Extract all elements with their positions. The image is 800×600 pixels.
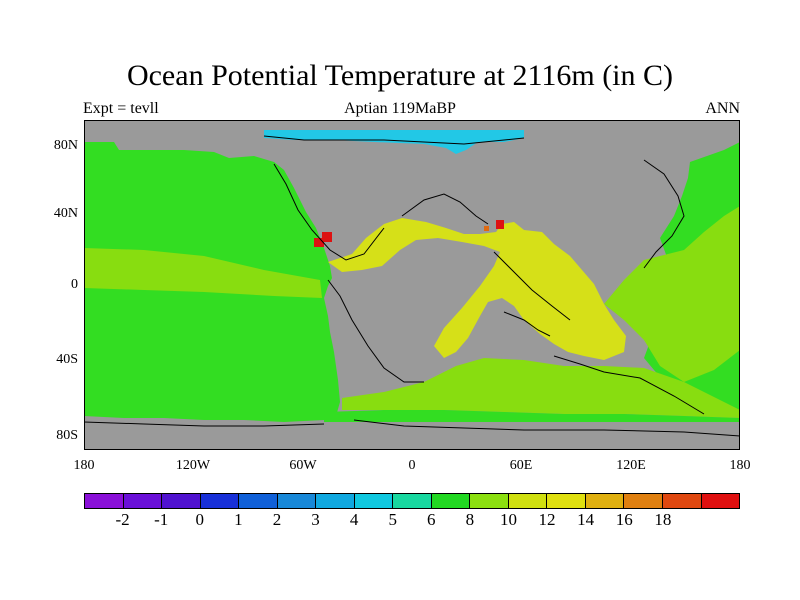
tethys-seaway xyxy=(328,218,626,360)
colorbar-label: 10 xyxy=(499,510,517,529)
hot-spot-west-2 xyxy=(314,238,324,247)
southern-ocean xyxy=(342,358,740,418)
y-tick-80n: 80N xyxy=(53,138,78,153)
colorbar-bin xyxy=(624,494,663,508)
colorbar-label: 14 xyxy=(577,510,595,529)
colorbar-label: 12 xyxy=(538,510,556,529)
map-frame xyxy=(84,120,740,450)
y-tick-40s: 40S xyxy=(56,352,78,367)
colorbar-bin xyxy=(277,494,317,508)
colorbar-label: 4 xyxy=(349,510,359,529)
colorbar-bin xyxy=(662,494,702,508)
warm-spot-east xyxy=(484,226,489,231)
colorbar-bin xyxy=(470,494,509,508)
colorbar-label: 6 xyxy=(427,510,436,529)
colorbar-bin xyxy=(316,494,355,508)
hot-spot-west xyxy=(322,232,332,242)
experiment-label: Expt = tevll xyxy=(83,100,159,117)
colorbar-bin xyxy=(162,494,201,508)
colorbar-label: 2 xyxy=(272,510,282,529)
colorbar-bin xyxy=(123,494,163,508)
colorbar xyxy=(84,493,740,509)
y-tick-0: 0 xyxy=(71,277,78,292)
hot-spot-east xyxy=(496,220,504,229)
x-tick-60w: 60W xyxy=(289,458,317,473)
southern-ocean-cool xyxy=(324,410,740,422)
east-ocean-warm-band xyxy=(604,206,740,382)
colorbar-label: -2 xyxy=(115,510,130,529)
coastlines xyxy=(84,135,740,437)
period-label: Aptian 119MaBP xyxy=(344,100,456,117)
colorbar-bin xyxy=(200,494,240,508)
colorbar-bin xyxy=(547,494,586,508)
colorbar-bin xyxy=(701,494,740,508)
x-tick-60e: 60E xyxy=(509,458,533,473)
x-tick-0: 0 xyxy=(408,458,416,473)
x-tick-180e: 180 xyxy=(729,458,751,473)
temperature-map xyxy=(84,120,740,450)
colorbar-label: 18 xyxy=(654,510,672,529)
pacific-warm-band xyxy=(84,248,322,298)
colorbar-label: 1 xyxy=(234,510,243,529)
x-tick-120e: 120E xyxy=(616,458,646,473)
arctic-basin xyxy=(264,130,524,154)
colorbar-bin xyxy=(431,494,471,508)
y-tick-80s: 80S xyxy=(56,428,78,443)
colorbar-label: 0 xyxy=(195,510,205,529)
colorbar-bin xyxy=(508,494,548,508)
colorbar-label: 5 xyxy=(388,510,397,529)
y-tick-40n: 40N xyxy=(53,206,78,221)
colorbar-label: 3 xyxy=(311,510,320,529)
colorbar-bin xyxy=(585,494,625,508)
colorbar-bin xyxy=(393,494,432,508)
x-tick-120w: 120W xyxy=(175,458,211,473)
colorbar-bin xyxy=(85,494,124,508)
colorbar-label: 8 xyxy=(465,510,475,529)
season-label: ANN xyxy=(705,100,740,117)
page-title: Ocean Potential Temperature at 2116m (in… xyxy=(126,59,674,92)
colorbar-bin xyxy=(354,494,394,508)
x-tick-180w: 180 xyxy=(73,458,95,473)
colorbar-bin xyxy=(239,494,278,508)
colorbar-label: -1 xyxy=(154,510,169,529)
colorbar-label: 16 xyxy=(615,510,633,529)
